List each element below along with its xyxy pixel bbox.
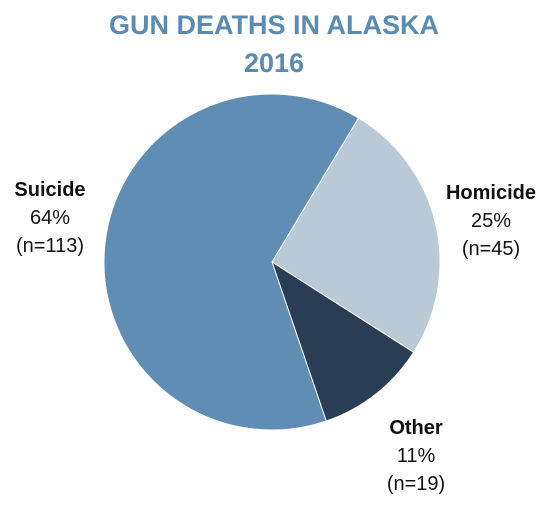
slice-count-suicide: (n=113) xyxy=(2,232,98,260)
slice-percent-other: 11% xyxy=(370,442,462,470)
slice-name-other: Other xyxy=(370,414,462,442)
slice-name-suicide: Suicide xyxy=(2,176,98,204)
slice-label-homicide: Homicide 25% (n=45) xyxy=(435,179,547,263)
slice-percent-suicide: 64% xyxy=(2,204,98,232)
slice-label-suicide: Suicide 64% (n=113) xyxy=(2,176,98,260)
slice-count-homicide: (n=45) xyxy=(435,235,547,263)
slice-name-homicide: Homicide xyxy=(435,179,547,207)
slice-label-other: Other 11% (n=19) xyxy=(370,414,462,498)
slice-count-other: (n=19) xyxy=(370,470,462,498)
slice-percent-homicide: 25% xyxy=(435,207,547,235)
